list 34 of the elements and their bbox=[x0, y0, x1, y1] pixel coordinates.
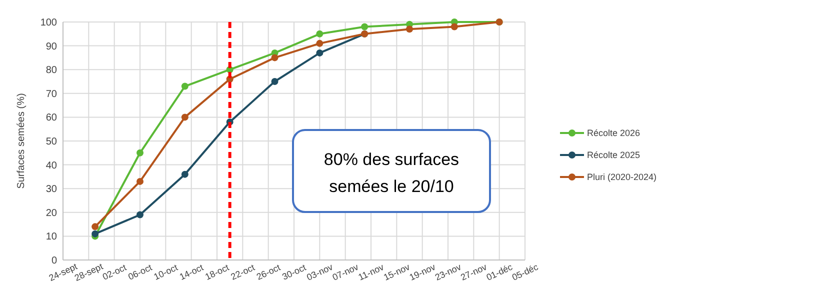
y-tick-label: 30 bbox=[46, 184, 58, 196]
point bbox=[181, 82, 188, 90]
y-tick-label: 70 bbox=[46, 88, 58, 100]
y-tick-label: 0 bbox=[51, 256, 58, 266]
y-axis-title: Surfaces semées (%) bbox=[16, 93, 27, 189]
y-tick-label: 100 bbox=[40, 18, 58, 28]
point bbox=[92, 223, 99, 230]
y-tick-label: 40 bbox=[46, 160, 58, 172]
point bbox=[181, 170, 188, 178]
point bbox=[406, 26, 413, 33]
y-tick-label: 90 bbox=[46, 41, 58, 52]
y-tick-label: 10 bbox=[46, 232, 58, 243]
point bbox=[181, 114, 188, 121]
point bbox=[316, 49, 324, 56]
y-tick-label: 20 bbox=[46, 208, 58, 219]
point bbox=[361, 23, 368, 30]
legend-label: Récolte 2025 bbox=[587, 150, 640, 160]
point bbox=[316, 30, 324, 38]
x-tick-label: 06-oct bbox=[126, 262, 154, 282]
point bbox=[136, 178, 144, 185]
y-tick-label: 50 bbox=[46, 136, 58, 148]
x-tick-label: 30-oct bbox=[280, 262, 308, 282]
annotation: 80% des surfaces semées le 20/10 bbox=[324, 150, 460, 196]
point bbox=[316, 40, 324, 47]
point bbox=[271, 78, 278, 85]
point bbox=[450, 23, 458, 30]
legend-label: Récolte 2026 bbox=[587, 128, 640, 138]
point bbox=[136, 149, 144, 156]
y-tick-label: 60 bbox=[46, 112, 58, 124]
point bbox=[271, 54, 278, 62]
y-tick-label: 80 bbox=[46, 65, 58, 76]
point bbox=[136, 211, 144, 218]
legend-label: Pluri (2020-2024) bbox=[587, 172, 657, 182]
point bbox=[92, 230, 99, 238]
